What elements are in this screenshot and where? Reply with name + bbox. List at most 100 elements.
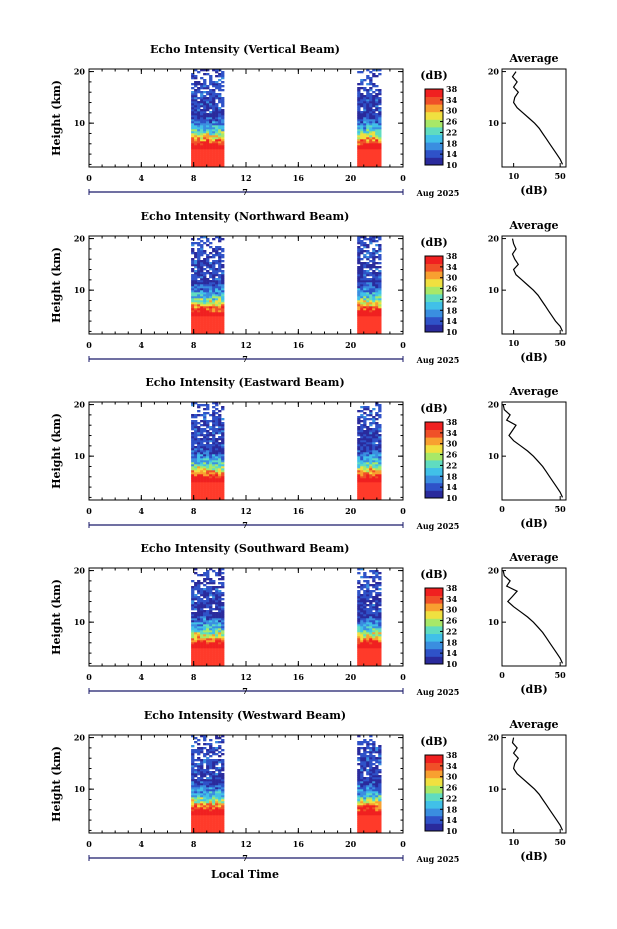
heatmap-cell xyxy=(360,797,364,800)
heatmap-cell xyxy=(218,466,222,469)
heatmap-cell xyxy=(203,809,207,812)
heatmap-cell xyxy=(375,127,379,130)
heatmap-cell xyxy=(221,250,225,253)
colorbar-tick-label: 10 xyxy=(446,160,458,170)
heatmap-cell xyxy=(366,430,370,433)
heatmap-cell xyxy=(221,133,225,136)
heatmap-cell xyxy=(372,121,376,124)
heatmap-cell xyxy=(366,284,370,287)
heatmap-cell xyxy=(221,143,225,146)
heatmap-cell xyxy=(197,111,201,114)
heatmap-cell xyxy=(369,157,373,160)
heatmap-cell xyxy=(221,312,225,315)
heatmap-cell xyxy=(197,783,201,786)
heatmap-cell xyxy=(372,584,376,587)
heatmap-cell xyxy=(203,318,207,321)
heatmap-cell xyxy=(221,622,225,625)
heatmap-cell xyxy=(360,406,364,409)
heatmap-cell xyxy=(191,608,195,611)
heatmap-cell xyxy=(378,238,382,241)
heatmap-cell xyxy=(209,761,213,764)
heatmap-cell xyxy=(363,284,367,287)
heatmap-cell xyxy=(378,620,382,623)
heatmap-cell xyxy=(194,426,198,429)
x-tick-label: 8 xyxy=(191,506,197,516)
colorbar-segment xyxy=(425,454,443,457)
heatmap-cell xyxy=(375,478,379,481)
heatmap-cell xyxy=(194,436,198,439)
heatmap-cell xyxy=(357,161,361,164)
heatmap-cell xyxy=(203,308,207,311)
heatmap-cell xyxy=(203,494,207,497)
heatmap-cell xyxy=(369,139,373,142)
heatmap-cell xyxy=(372,258,376,261)
heatmap-cell xyxy=(221,803,225,806)
heatmap-cell xyxy=(194,596,198,599)
heatmap-cell xyxy=(378,642,382,645)
heatmap-cell xyxy=(218,93,222,96)
heatmap-cell xyxy=(200,793,204,796)
heatmap-cell xyxy=(194,795,198,798)
heatmap-cell xyxy=(203,600,207,603)
heatmap-cell xyxy=(357,654,361,657)
heatmap-cell xyxy=(221,606,225,609)
heatmap-cell xyxy=(215,121,219,124)
colorbar-segment xyxy=(425,787,443,790)
heatmap-cell xyxy=(203,484,207,487)
heatmap-cell xyxy=(206,484,210,487)
heatmap-cell xyxy=(194,77,198,80)
heatmap-cell xyxy=(200,773,204,776)
heatmap-cell xyxy=(218,486,222,489)
heatmap-cell xyxy=(203,103,207,106)
heatmap-cell xyxy=(360,300,364,303)
heatmap-cell xyxy=(215,308,219,311)
heatmap-cell xyxy=(212,628,216,631)
heatmap-cell xyxy=(357,95,361,98)
heatmap-cell xyxy=(197,143,201,146)
heatmap-cell xyxy=(357,474,361,477)
heatmap-cell xyxy=(191,735,195,738)
heatmap-cell xyxy=(221,759,225,762)
heatmap-cell xyxy=(200,612,204,615)
heatmap-cell xyxy=(369,242,373,245)
heatmap-cell xyxy=(375,466,379,469)
heatmap-cell xyxy=(215,466,219,469)
heatmap-cell xyxy=(372,600,376,603)
x-tick-label: 20 xyxy=(345,506,357,516)
heatmap-cell xyxy=(218,442,222,445)
heatmap-cell xyxy=(357,260,361,263)
heatmap-cell xyxy=(221,815,225,818)
heatmap-cell xyxy=(191,640,195,643)
heatmap-cell xyxy=(369,743,373,746)
heatmap-cell xyxy=(203,111,207,114)
heatmap-cell xyxy=(191,107,195,110)
heatmap-cell xyxy=(378,410,382,413)
heatmap-cell xyxy=(212,823,216,826)
colorbar-segment xyxy=(425,825,443,828)
profile-line xyxy=(511,737,564,831)
heatmap-cell xyxy=(378,119,382,122)
heatmap-cell xyxy=(200,777,204,780)
heatmap-cell xyxy=(369,141,373,144)
heatmap-cell xyxy=(218,582,222,585)
heatmap-cell xyxy=(366,292,370,295)
heatmap-cell xyxy=(212,446,216,449)
heatmap-cell xyxy=(378,572,382,575)
heatmap-cell xyxy=(366,280,370,283)
heatmap-cell xyxy=(197,460,201,463)
heatmap-cell xyxy=(209,568,213,571)
heatmap-cell xyxy=(209,660,213,663)
heatmap-cell xyxy=(378,783,382,786)
heatmap-cell xyxy=(378,612,382,615)
heatmap-cell xyxy=(197,464,201,467)
heatmap-cell xyxy=(363,660,367,663)
heatmap-cell xyxy=(369,656,373,659)
heatmap-cell xyxy=(375,819,379,822)
heatmap-cell xyxy=(375,244,379,247)
heatmap-cell xyxy=(206,125,210,128)
heatmap-cell xyxy=(200,330,204,333)
heatmap-cell xyxy=(375,139,379,142)
heatmap-cell xyxy=(203,773,207,776)
heatmap-cell xyxy=(212,412,216,415)
heatmap-cell xyxy=(209,793,213,796)
